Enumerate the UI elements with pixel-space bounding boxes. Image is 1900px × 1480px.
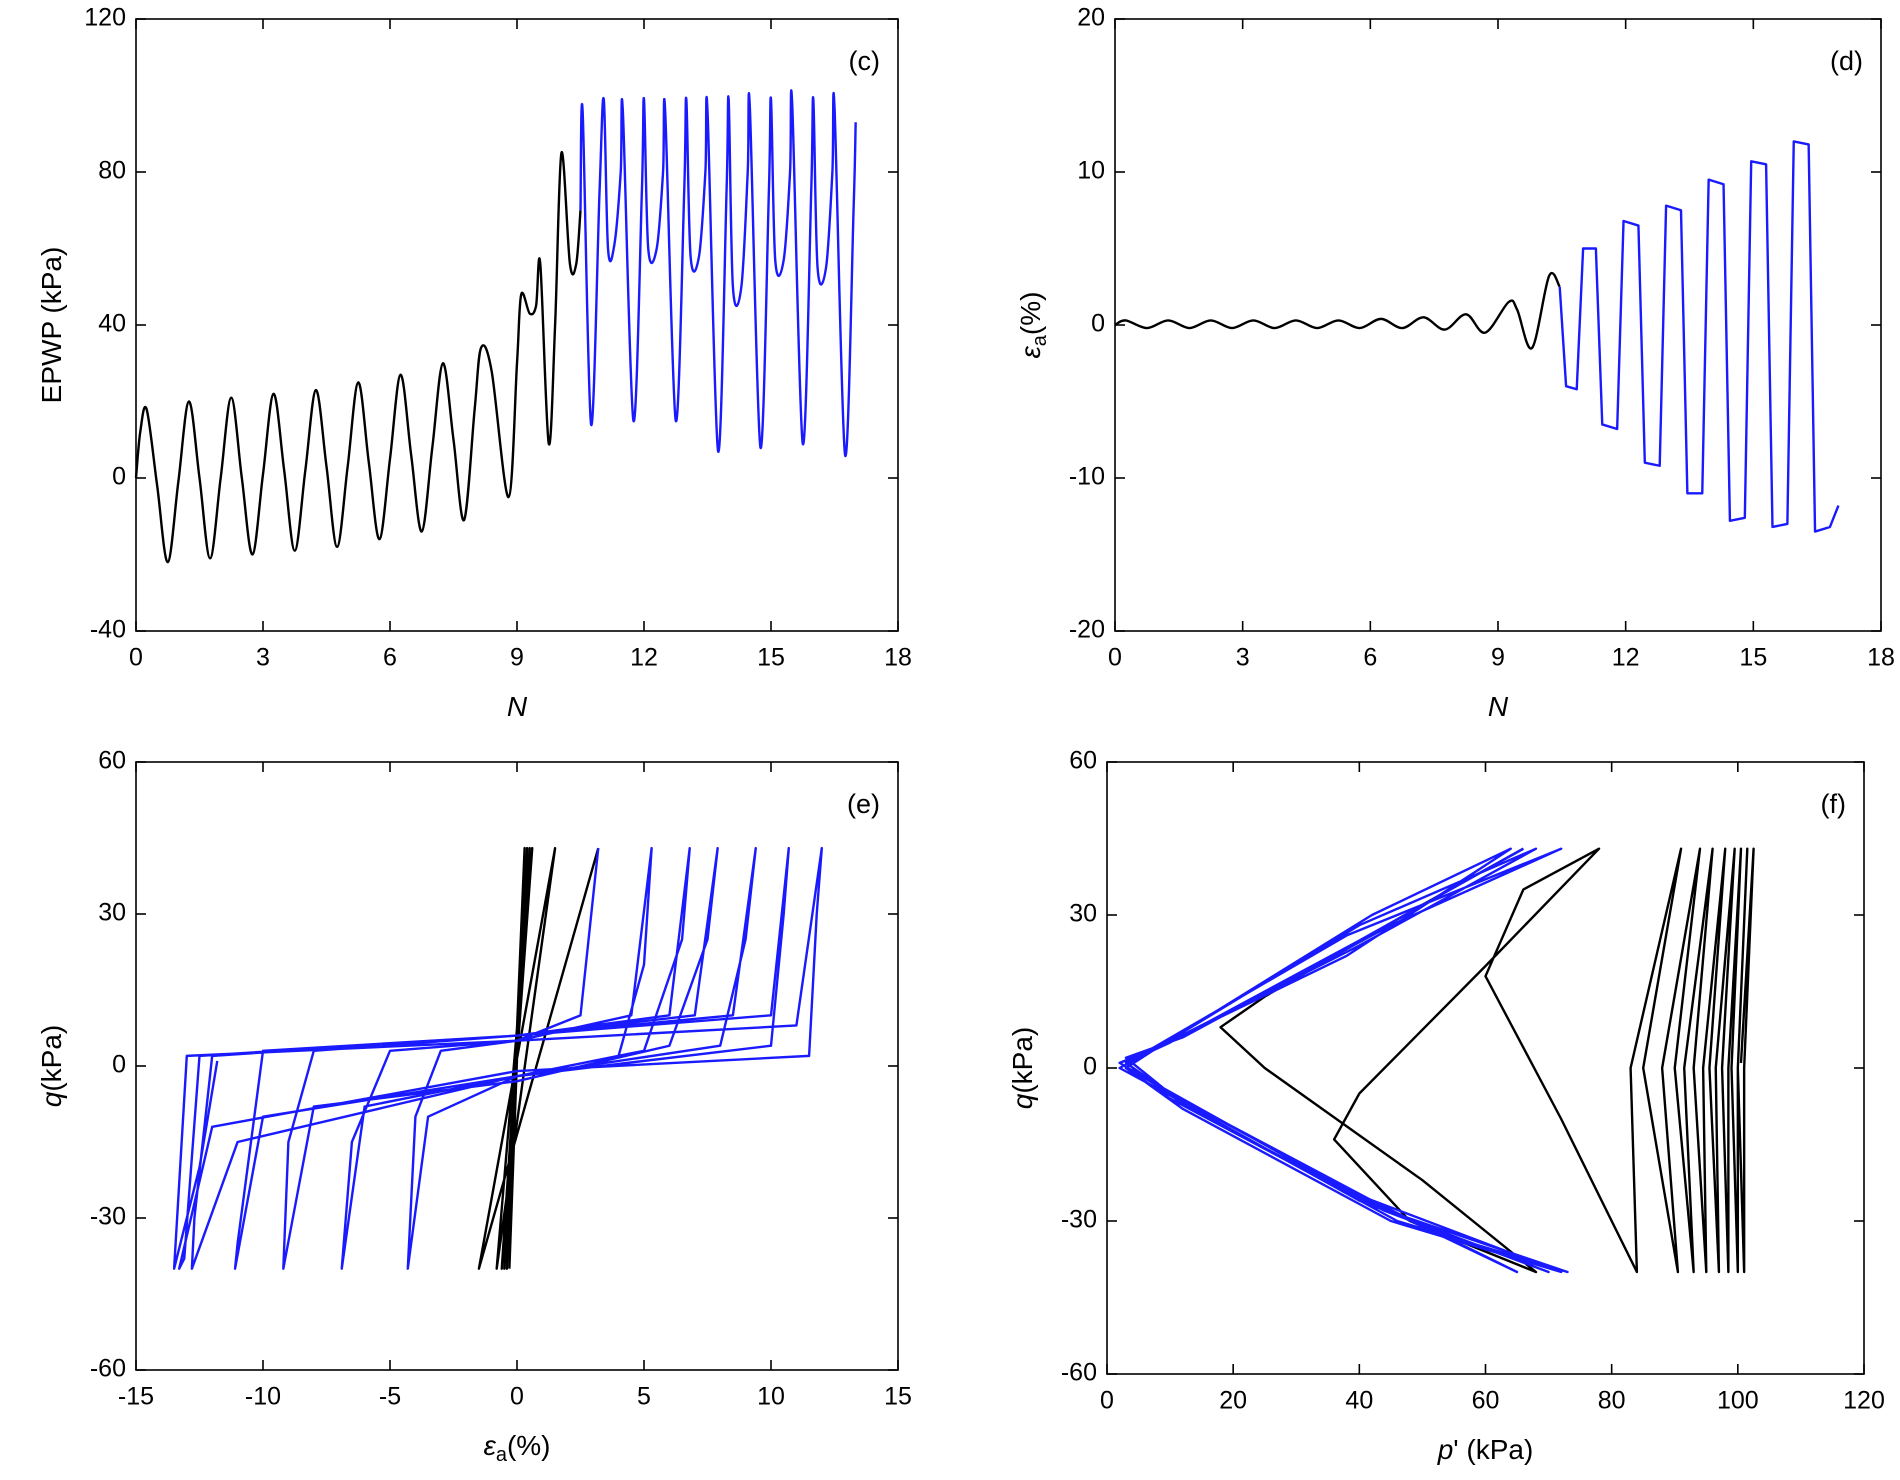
panel-label: (c) xyxy=(849,46,880,76)
x-tick-label: 18 xyxy=(1867,644,1895,672)
y-tick-label: -20 xyxy=(1069,616,1105,644)
x-tick-label: 3 xyxy=(1236,644,1250,672)
x-tick-label: -10 xyxy=(245,1383,281,1411)
x-tick-label: 120 xyxy=(1843,1387,1885,1415)
y-tick-label: 30 xyxy=(1069,900,1097,928)
x-tick-label: 15 xyxy=(884,1383,912,1411)
y-tick-label: 30 xyxy=(98,899,126,927)
x-tick-label: 15 xyxy=(757,644,785,672)
label-part: q xyxy=(36,1091,67,1107)
x-tick-label: 40 xyxy=(1345,1387,1373,1415)
label-part: a xyxy=(496,1444,508,1466)
data-line xyxy=(1219,847,1755,1274)
y-tick-label: 40 xyxy=(98,310,126,338)
x-tick-label: 15 xyxy=(1739,644,1767,672)
x-tick-label: 12 xyxy=(1612,644,1640,672)
panel-label: (e) xyxy=(847,789,880,819)
x-label: N xyxy=(1488,691,1509,722)
x-tick-label: -5 xyxy=(379,1383,401,1411)
y-tick-label: 0 xyxy=(1083,1053,1097,1081)
y-tick-label: 20 xyxy=(1077,4,1105,32)
panel-label: (f) xyxy=(1821,789,1846,819)
data-line xyxy=(1118,847,1569,1274)
y-label: q(kPa) xyxy=(36,1025,67,1107)
y-tick-label: 60 xyxy=(1069,747,1097,775)
y-tick-label: -40 xyxy=(90,616,126,644)
data-line xyxy=(172,846,823,1270)
x-tick-label: 60 xyxy=(1472,1387,1500,1415)
x-tick-label: -15 xyxy=(118,1383,154,1411)
x-tick-label: 10 xyxy=(757,1383,785,1411)
x-tick-label: 0 xyxy=(510,1383,524,1411)
y-label: εa(%) xyxy=(1015,292,1051,359)
y-tick-label: -30 xyxy=(1061,1206,1097,1234)
label-part: N xyxy=(1488,691,1509,722)
y-tick-label: 0 xyxy=(1091,310,1105,338)
x-label: N xyxy=(507,691,528,722)
y-label: EPWP (kPa) xyxy=(36,247,67,404)
panel-label: (d) xyxy=(1830,46,1863,76)
label-part: a xyxy=(1029,334,1051,346)
label-part: EPWP (kPa) xyxy=(36,247,67,404)
y-tick-label: 0 xyxy=(112,463,126,491)
label-part: (%) xyxy=(507,1430,551,1461)
label-part: N xyxy=(507,691,528,722)
y-tick-label: 80 xyxy=(98,157,126,185)
label-part: p xyxy=(1437,1434,1454,1465)
y-tick-label: 0 xyxy=(112,1051,126,1079)
x-tick-label: 0 xyxy=(1108,644,1122,672)
y-label: q(kPa) xyxy=(1007,1027,1038,1109)
x-tick-label: 0 xyxy=(1100,1387,1114,1415)
label-part: (%) xyxy=(1015,292,1046,336)
x-tick-label: 6 xyxy=(1363,644,1377,672)
label-part: ε xyxy=(484,1430,497,1461)
data-line xyxy=(579,89,857,458)
x-tick-label: 18 xyxy=(884,644,912,672)
plot-frame xyxy=(135,18,899,632)
y-tick-label: -60 xyxy=(90,1355,126,1383)
y-tick-label: 60 xyxy=(98,747,126,775)
label-part: (kPa) xyxy=(36,1025,67,1092)
x-tick-label: 5 xyxy=(637,1383,651,1411)
x-tick-label: 80 xyxy=(1598,1387,1626,1415)
data-line xyxy=(477,846,600,1270)
x-tick-label: 3 xyxy=(256,644,270,672)
y-tick-label: 10 xyxy=(1077,157,1105,185)
label-part: ε xyxy=(1015,345,1046,358)
y-tick-label: -60 xyxy=(1061,1359,1097,1387)
label-part: ' (kPa) xyxy=(1453,1434,1533,1465)
x-tick-label: 9 xyxy=(1491,644,1505,672)
x-tick-label: 12 xyxy=(630,644,658,672)
x-tick-label: 0 xyxy=(129,644,143,672)
x-tick-label: 20 xyxy=(1219,1387,1247,1415)
x-label: εa(%) xyxy=(484,1430,551,1466)
x-label: p' (kPa) xyxy=(1437,1434,1534,1465)
y-tick-label: 120 xyxy=(84,4,126,32)
y-tick-label: -30 xyxy=(90,1203,126,1231)
y-tick-label: -10 xyxy=(1069,463,1105,491)
plot-frame xyxy=(1106,761,1865,1375)
plot-frame xyxy=(1114,18,1882,632)
label-part: (kPa) xyxy=(1007,1027,1038,1094)
data-line xyxy=(134,151,582,564)
x-tick-label: 9 xyxy=(510,644,524,672)
data-line xyxy=(1114,271,1561,350)
x-tick-label: 100 xyxy=(1717,1387,1759,1415)
x-tick-label: 6 xyxy=(383,644,397,672)
label-part: q xyxy=(1007,1093,1038,1109)
data-line xyxy=(1558,140,1840,533)
